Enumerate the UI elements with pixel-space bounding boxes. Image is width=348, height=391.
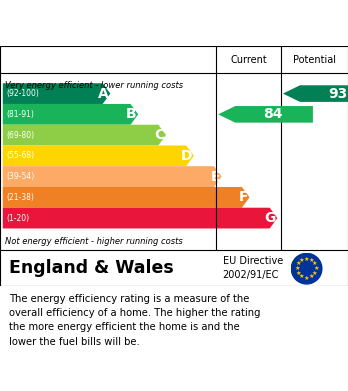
Circle shape xyxy=(291,253,322,284)
Polygon shape xyxy=(283,85,348,102)
Polygon shape xyxy=(218,106,313,123)
Polygon shape xyxy=(3,187,250,208)
Text: Potential: Potential xyxy=(293,55,336,65)
Text: EU Directive
2002/91/EC: EU Directive 2002/91/EC xyxy=(223,256,283,280)
Text: Very energy efficient - lower running costs: Very energy efficient - lower running co… xyxy=(5,81,183,90)
Text: ★: ★ xyxy=(312,262,318,266)
Text: E: E xyxy=(211,170,220,184)
Text: ★: ★ xyxy=(312,271,318,276)
Text: ★: ★ xyxy=(299,274,304,279)
Text: 84: 84 xyxy=(263,108,283,121)
Text: ★: ★ xyxy=(304,257,309,262)
Text: ★: ★ xyxy=(295,262,301,266)
Text: Not energy efficient - higher running costs: Not energy efficient - higher running co… xyxy=(5,237,183,246)
Text: ★: ★ xyxy=(295,271,301,276)
Text: ★: ★ xyxy=(299,258,304,263)
Text: F: F xyxy=(238,190,248,204)
Text: C: C xyxy=(154,128,164,142)
Polygon shape xyxy=(3,145,194,166)
Text: (81-91): (81-91) xyxy=(6,110,34,119)
Text: Energy Efficiency Rating: Energy Efficiency Rating xyxy=(9,15,238,33)
Text: D: D xyxy=(181,149,192,163)
Text: ★: ★ xyxy=(294,266,300,271)
Polygon shape xyxy=(3,166,222,187)
Text: (55-68): (55-68) xyxy=(6,151,34,160)
Text: (92-100): (92-100) xyxy=(6,89,39,98)
Polygon shape xyxy=(3,104,138,125)
Text: ★: ★ xyxy=(308,258,314,263)
Text: (69-80): (69-80) xyxy=(6,131,34,140)
Polygon shape xyxy=(3,208,277,228)
Text: 93: 93 xyxy=(328,86,348,100)
Text: England & Wales: England & Wales xyxy=(9,259,173,277)
Text: ★: ★ xyxy=(308,274,314,279)
Text: A: A xyxy=(98,86,109,100)
Text: (1-20): (1-20) xyxy=(6,213,29,222)
Text: (39-54): (39-54) xyxy=(6,172,34,181)
Text: ★: ★ xyxy=(304,276,309,281)
Polygon shape xyxy=(3,125,166,145)
Text: G: G xyxy=(264,211,276,225)
Text: ★: ★ xyxy=(313,266,319,271)
Polygon shape xyxy=(3,83,110,104)
Text: Current: Current xyxy=(230,55,267,65)
Text: (21-38): (21-38) xyxy=(6,193,34,202)
Text: B: B xyxy=(126,108,136,121)
Text: The energy efficiency rating is a measure of the
overall efficiency of a home. T: The energy efficiency rating is a measur… xyxy=(9,294,260,347)
